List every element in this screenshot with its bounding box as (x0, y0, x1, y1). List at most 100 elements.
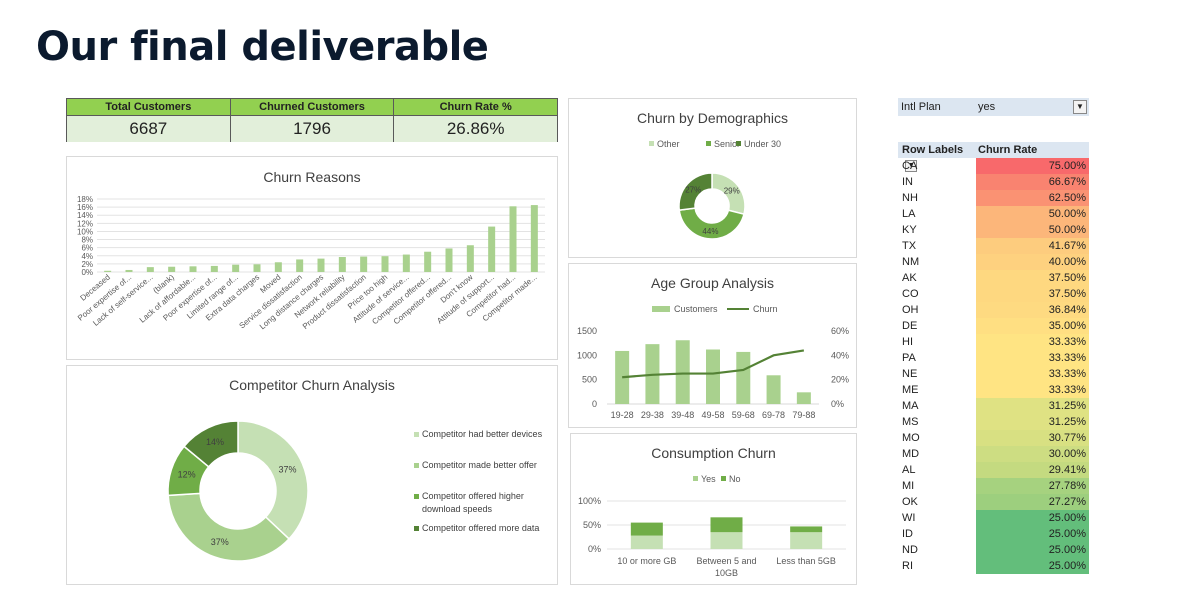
pivot-row[interactable]: OK 27.27% (898, 494, 1089, 510)
bar (615, 350, 630, 404)
row-churn-rate: 35.00% (976, 318, 1089, 334)
age-group-chart[interactable]: Age Group Analysis Customers Churn 0 500 100… (568, 263, 857, 428)
pivot-row[interactable]: MA 31.25% (898, 398, 1089, 414)
pivot-row[interactable]: KY 50.00% (898, 222, 1089, 238)
slice-label: 14% (206, 437, 224, 447)
pivot-row[interactable]: CA 75.00% (898, 158, 1089, 174)
row-state: AK (902, 272, 917, 284)
header-row-labels[interactable]: Row Labels ▼ (898, 142, 976, 173)
row-churn-rate: 41.67% (976, 238, 1089, 254)
x-tick-label: 39-48 (671, 410, 694, 420)
pivot-row[interactable]: ME 33.33% (898, 382, 1089, 398)
legend-marker (652, 306, 670, 312)
row-state: MD (902, 448, 920, 460)
bar (253, 264, 261, 272)
row-state: MA (902, 400, 919, 412)
pivot-row[interactable]: MD 30.00% (898, 446, 1089, 462)
y-tick-label: 1500 (577, 326, 597, 336)
sort-filter-icon[interactable]: ▼ (905, 160, 917, 173)
kpi-value: 26.86% (394, 116, 558, 142)
pivot-row[interactable]: HI 33.33% (898, 334, 1089, 350)
x-tick-label: 19-28 (611, 410, 634, 420)
x-tick-label: Between 5 and (696, 556, 756, 566)
legend-label: Senior (714, 139, 740, 149)
pivot-row[interactable]: PA 33.33% (898, 350, 1089, 366)
row-state: IN (902, 176, 913, 188)
pivot-row[interactable]: TX 41.67% (898, 238, 1089, 254)
pivot-row[interactable]: ND 25.00% (898, 542, 1089, 558)
pivot-row[interactable]: NH 62.50% (898, 190, 1089, 206)
bar-no (710, 517, 743, 533)
pivot-row[interactable]: DE 35.00% (898, 318, 1089, 334)
y-tick-label: 8% (81, 236, 93, 245)
competitor-churn-chart[interactable]: Competitor Churn Analysis 37% 37% 12% 14% Co… (66, 365, 558, 585)
y-tick-label: 6% (81, 244, 93, 253)
kpi-churn-rate: Churn Rate % 26.86% (394, 99, 558, 142)
pivot-row[interactable]: CO 37.50% (898, 286, 1089, 302)
y-tick-label: 50% (583, 520, 601, 530)
churn-demographics-plot: Other Senior Under 30 29% 44% 27% (649, 139, 781, 240)
pivot-row[interactable]: MS 31.25% (898, 414, 1089, 430)
row-churn-rate: 29.41% (976, 462, 1089, 478)
bar-no (630, 522, 663, 536)
legend-marker (693, 476, 698, 481)
pivot-row[interactable]: RI 25.00% (898, 558, 1089, 574)
y-tick-label: 14% (77, 211, 93, 220)
header-churn-rate: Churn Rate (978, 144, 1038, 156)
legend-marker (414, 432, 419, 437)
y-tick-label: 4% (81, 252, 93, 261)
filter-value[interactable]: yes (978, 101, 996, 113)
pivot-row[interactable]: MO 30.77% (898, 430, 1089, 446)
row-state: RI (902, 560, 913, 572)
pivot-row[interactable]: WI 25.00% (898, 510, 1089, 526)
consumption-churn-chart[interactable]: Consumption Churn Yes No 0% 50% 100% 10 or mo… (570, 433, 857, 585)
pivot-row[interactable]: ID 25.00% (898, 526, 1089, 542)
donut-slice (678, 172, 713, 211)
pivot-row[interactable]: AL 29.41% (898, 462, 1089, 478)
slice-label: 29% (724, 187, 740, 196)
legend-label: Competitor had better devices (422, 429, 543, 439)
bar (402, 254, 410, 272)
legend-label: Under 30 (744, 139, 781, 149)
chart-title: Age Group Analysis (651, 275, 774, 291)
pivot-row[interactable]: IN 66.67% (898, 174, 1089, 190)
bar (338, 256, 346, 272)
donut-slice (167, 492, 291, 562)
chart-title: Competitor Churn Analysis (229, 377, 395, 393)
row-churn-rate: 25.00% (976, 526, 1089, 542)
bar (488, 226, 496, 272)
x-tick-label: 10 or more GB (617, 556, 676, 566)
x-tick-label: 69-78 (762, 410, 785, 420)
y-tick-label: 18% (77, 195, 93, 204)
pivot-filter[interactable]: Intl Plan yes ▼ (898, 98, 1089, 116)
y-tick-label: 0 (592, 399, 597, 409)
pivot-row[interactable]: NE 33.33% (898, 366, 1089, 382)
legend-marker (414, 494, 419, 499)
pivot-row[interactable]: OH 36.84% (898, 302, 1089, 318)
y-tick-label: 100% (578, 496, 601, 506)
donut-slice (183, 420, 239, 468)
pivot-row[interactable]: LA 50.00% (898, 206, 1089, 222)
x-tick-label: 49-58 (701, 410, 724, 420)
pivot-row[interactable]: NM 40.00% (898, 254, 1089, 270)
row-churn-rate: 75.00% (976, 158, 1089, 174)
bar (274, 262, 282, 272)
row-state: MI (902, 480, 915, 492)
donut-slice (678, 207, 745, 240)
bar-yes (630, 535, 663, 549)
pivot-row[interactable]: MI 27.78% (898, 478, 1089, 494)
legend-marker (721, 476, 726, 481)
x-tick-label: 59-68 (732, 410, 755, 420)
slice-label: 27% (685, 185, 701, 194)
pivot-row[interactable]: AK 37.50% (898, 270, 1089, 286)
filter-icon[interactable]: ▼ (1073, 100, 1087, 114)
bar-yes (710, 532, 743, 549)
bar (675, 340, 690, 404)
y-tick-label: 12% (77, 219, 93, 228)
churn-demographics-chart[interactable]: Churn by Demographics Other Senior Under 3… (568, 98, 857, 258)
chart-title: Churn Reasons (263, 169, 361, 185)
churn-reasons-chart[interactable]: Churn Reasons 0% 2% 4% 6% 8% 10% 12% 14% 16% 18% D… (66, 156, 558, 360)
y-tick-label: 0% (588, 544, 601, 554)
row-state: MS (902, 416, 919, 428)
legend-marker (414, 526, 419, 531)
